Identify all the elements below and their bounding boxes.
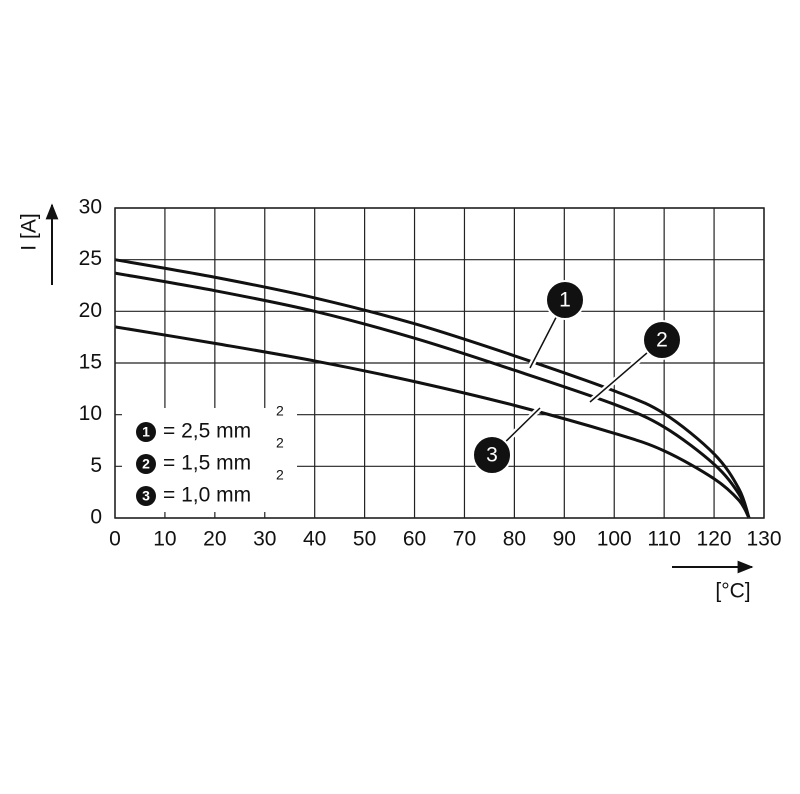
curve bbox=[114, 271, 751, 519]
y-tick-label: 10 bbox=[79, 402, 102, 425]
legend-sup: 2 bbox=[276, 435, 284, 451]
x-tick-label: 110 bbox=[647, 528, 680, 551]
legend-sup: 2 bbox=[276, 467, 284, 483]
y-tick-label: 5 bbox=[90, 454, 102, 477]
x-tick-label: 130 bbox=[746, 528, 781, 551]
x-tick-label: 40 bbox=[303, 528, 326, 551]
callout bbox=[472, 435, 512, 475]
legend-label: = 1,0 mm bbox=[163, 484, 251, 507]
legend-marker bbox=[136, 422, 156, 442]
curve bbox=[114, 258, 751, 519]
x-tick-label: 60 bbox=[403, 528, 426, 551]
x-tick-label: 0 bbox=[109, 528, 121, 551]
curve bbox=[114, 325, 751, 519]
x-tick-label: 70 bbox=[453, 528, 476, 551]
callout bbox=[642, 320, 682, 360]
legend-marker bbox=[136, 454, 156, 474]
callout-label: 2 bbox=[656, 329, 668, 352]
x-tick-label: 90 bbox=[553, 528, 576, 551]
x-axis-label: [°C] bbox=[715, 580, 750, 603]
x-tick-label: 30 bbox=[253, 528, 276, 551]
x-tick-label: 100 bbox=[597, 528, 632, 551]
callout-label: 1 bbox=[559, 289, 571, 312]
y-tick-label: 20 bbox=[79, 299, 102, 322]
x-tick-label: 20 bbox=[203, 528, 226, 551]
y-tick-label: 30 bbox=[79, 196, 102, 219]
y-tick-label: 25 bbox=[79, 247, 102, 270]
legend-marker-label: 1 bbox=[142, 424, 150, 440]
x-tick-label: 80 bbox=[503, 528, 526, 551]
x-tick-label: 50 bbox=[353, 528, 376, 551]
y-tick-label: 0 bbox=[90, 506, 102, 529]
legend-marker-label: 2 bbox=[142, 456, 150, 472]
callout bbox=[545, 280, 585, 320]
x-tick-label: 120 bbox=[697, 528, 732, 551]
y-tick-label: 15 bbox=[79, 351, 102, 374]
legend-marker bbox=[136, 486, 156, 506]
plot-border bbox=[114, 207, 765, 519]
legend-sup: 2 bbox=[276, 403, 284, 419]
callout-label: 3 bbox=[486, 444, 498, 467]
legend-label: = 2,5 mm bbox=[163, 420, 251, 443]
x-tick-label: 10 bbox=[153, 528, 176, 551]
legend-marker-label: 3 bbox=[142, 488, 150, 504]
legend-label: = 1,5 mm bbox=[163, 452, 251, 475]
y-axis-label: I [A] bbox=[18, 213, 41, 250]
